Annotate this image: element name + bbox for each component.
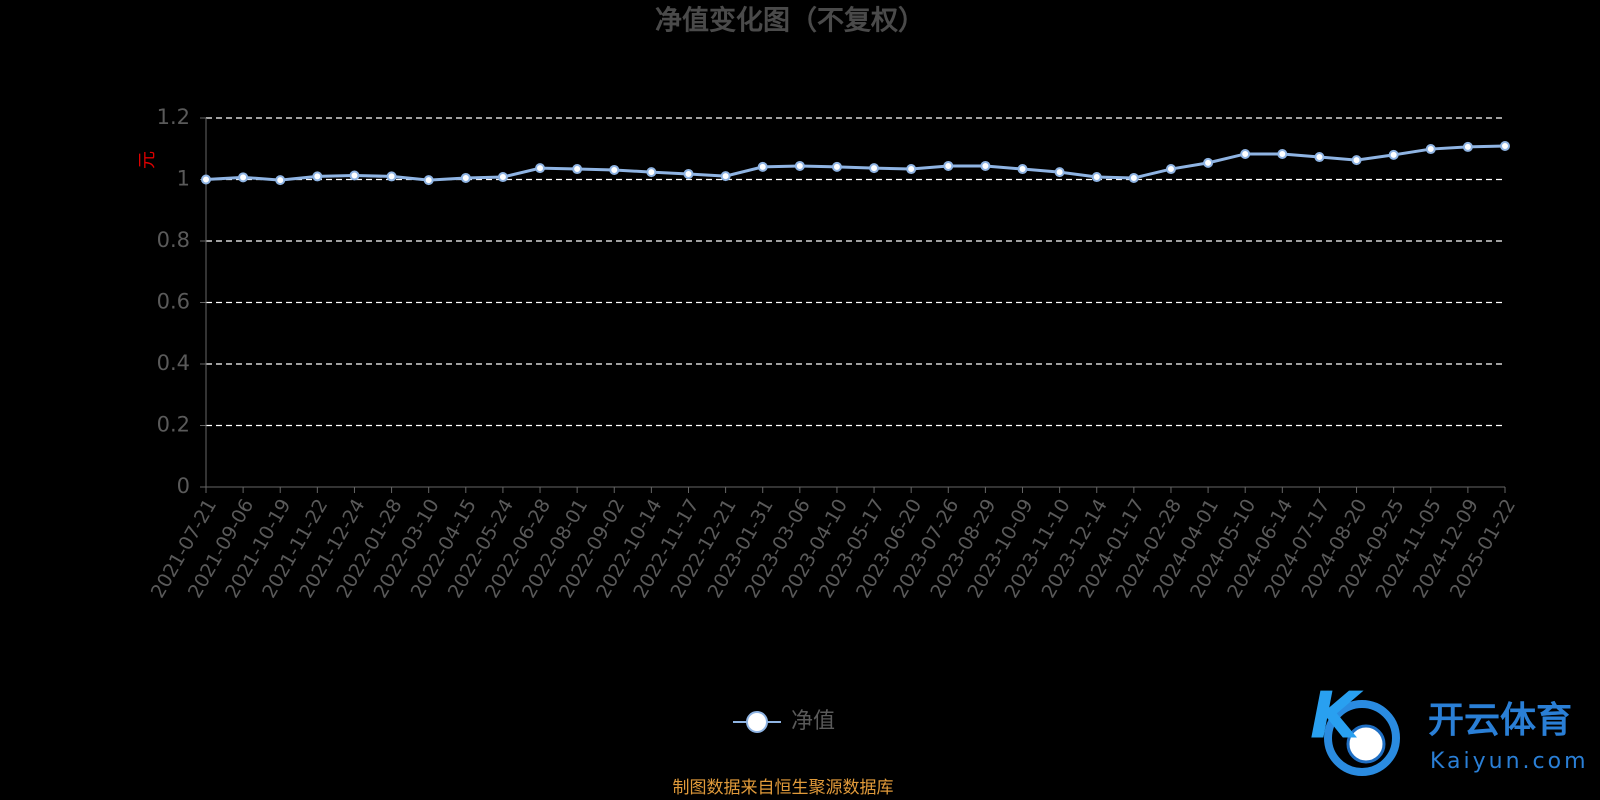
point [1165, 164, 1176, 175]
y-tick-label: 1.2 [157, 105, 190, 129]
point [312, 171, 323, 182]
point [1128, 172, 1139, 183]
y-tick-label: 0.8 [157, 228, 190, 252]
watermark: K 开云体育 Kaiyun.com [1310, 680, 1589, 776]
point [1425, 144, 1436, 155]
legend-marker [746, 711, 768, 733]
point [1017, 164, 1028, 175]
point [238, 172, 249, 183]
point [460, 172, 471, 183]
point [1203, 157, 1214, 168]
logo-ring [1324, 700, 1400, 776]
logo-ball [1346, 724, 1386, 764]
point [869, 163, 880, 174]
point [423, 175, 434, 186]
y-tick-label: 0 [177, 474, 190, 498]
watermark-site: Kaiyun.com [1430, 749, 1589, 774]
point [609, 164, 620, 175]
point [1277, 148, 1288, 159]
logo-k: K [1310, 680, 1364, 754]
point [1091, 172, 1102, 183]
chart-title: 净值变化图（不复权） [655, 5, 925, 37]
point [720, 171, 731, 182]
point [757, 161, 768, 172]
point [794, 160, 805, 171]
y-axis-label: 元 [137, 151, 158, 169]
point [572, 164, 583, 175]
point [1351, 155, 1362, 166]
point [980, 160, 991, 171]
point [831, 161, 842, 172]
source-note: 制图数据来自恒生聚源数据库 [673, 778, 894, 798]
point [535, 163, 546, 174]
point [1054, 167, 1065, 178]
point [906, 164, 917, 175]
point [1500, 140, 1510, 151]
point [275, 175, 286, 186]
point [1314, 152, 1325, 163]
series-line [205, 144, 1506, 182]
point [683, 168, 694, 179]
y-tick-label: 0.4 [157, 351, 190, 375]
watermark-brand: 开云体育 [1428, 700, 1572, 741]
point [201, 174, 211, 185]
point [349, 170, 360, 181]
point [943, 160, 954, 171]
y-tick-label: 1 [177, 167, 190, 191]
legend-label: 净值 [791, 709, 835, 734]
point [646, 167, 657, 178]
y-tick-label: 0.2 [157, 413, 190, 437]
point [1462, 141, 1473, 152]
point [386, 171, 397, 182]
point [1388, 149, 1399, 160]
point [1240, 148, 1251, 159]
y-tick-label: 0.6 [157, 290, 190, 314]
point [497, 172, 508, 183]
